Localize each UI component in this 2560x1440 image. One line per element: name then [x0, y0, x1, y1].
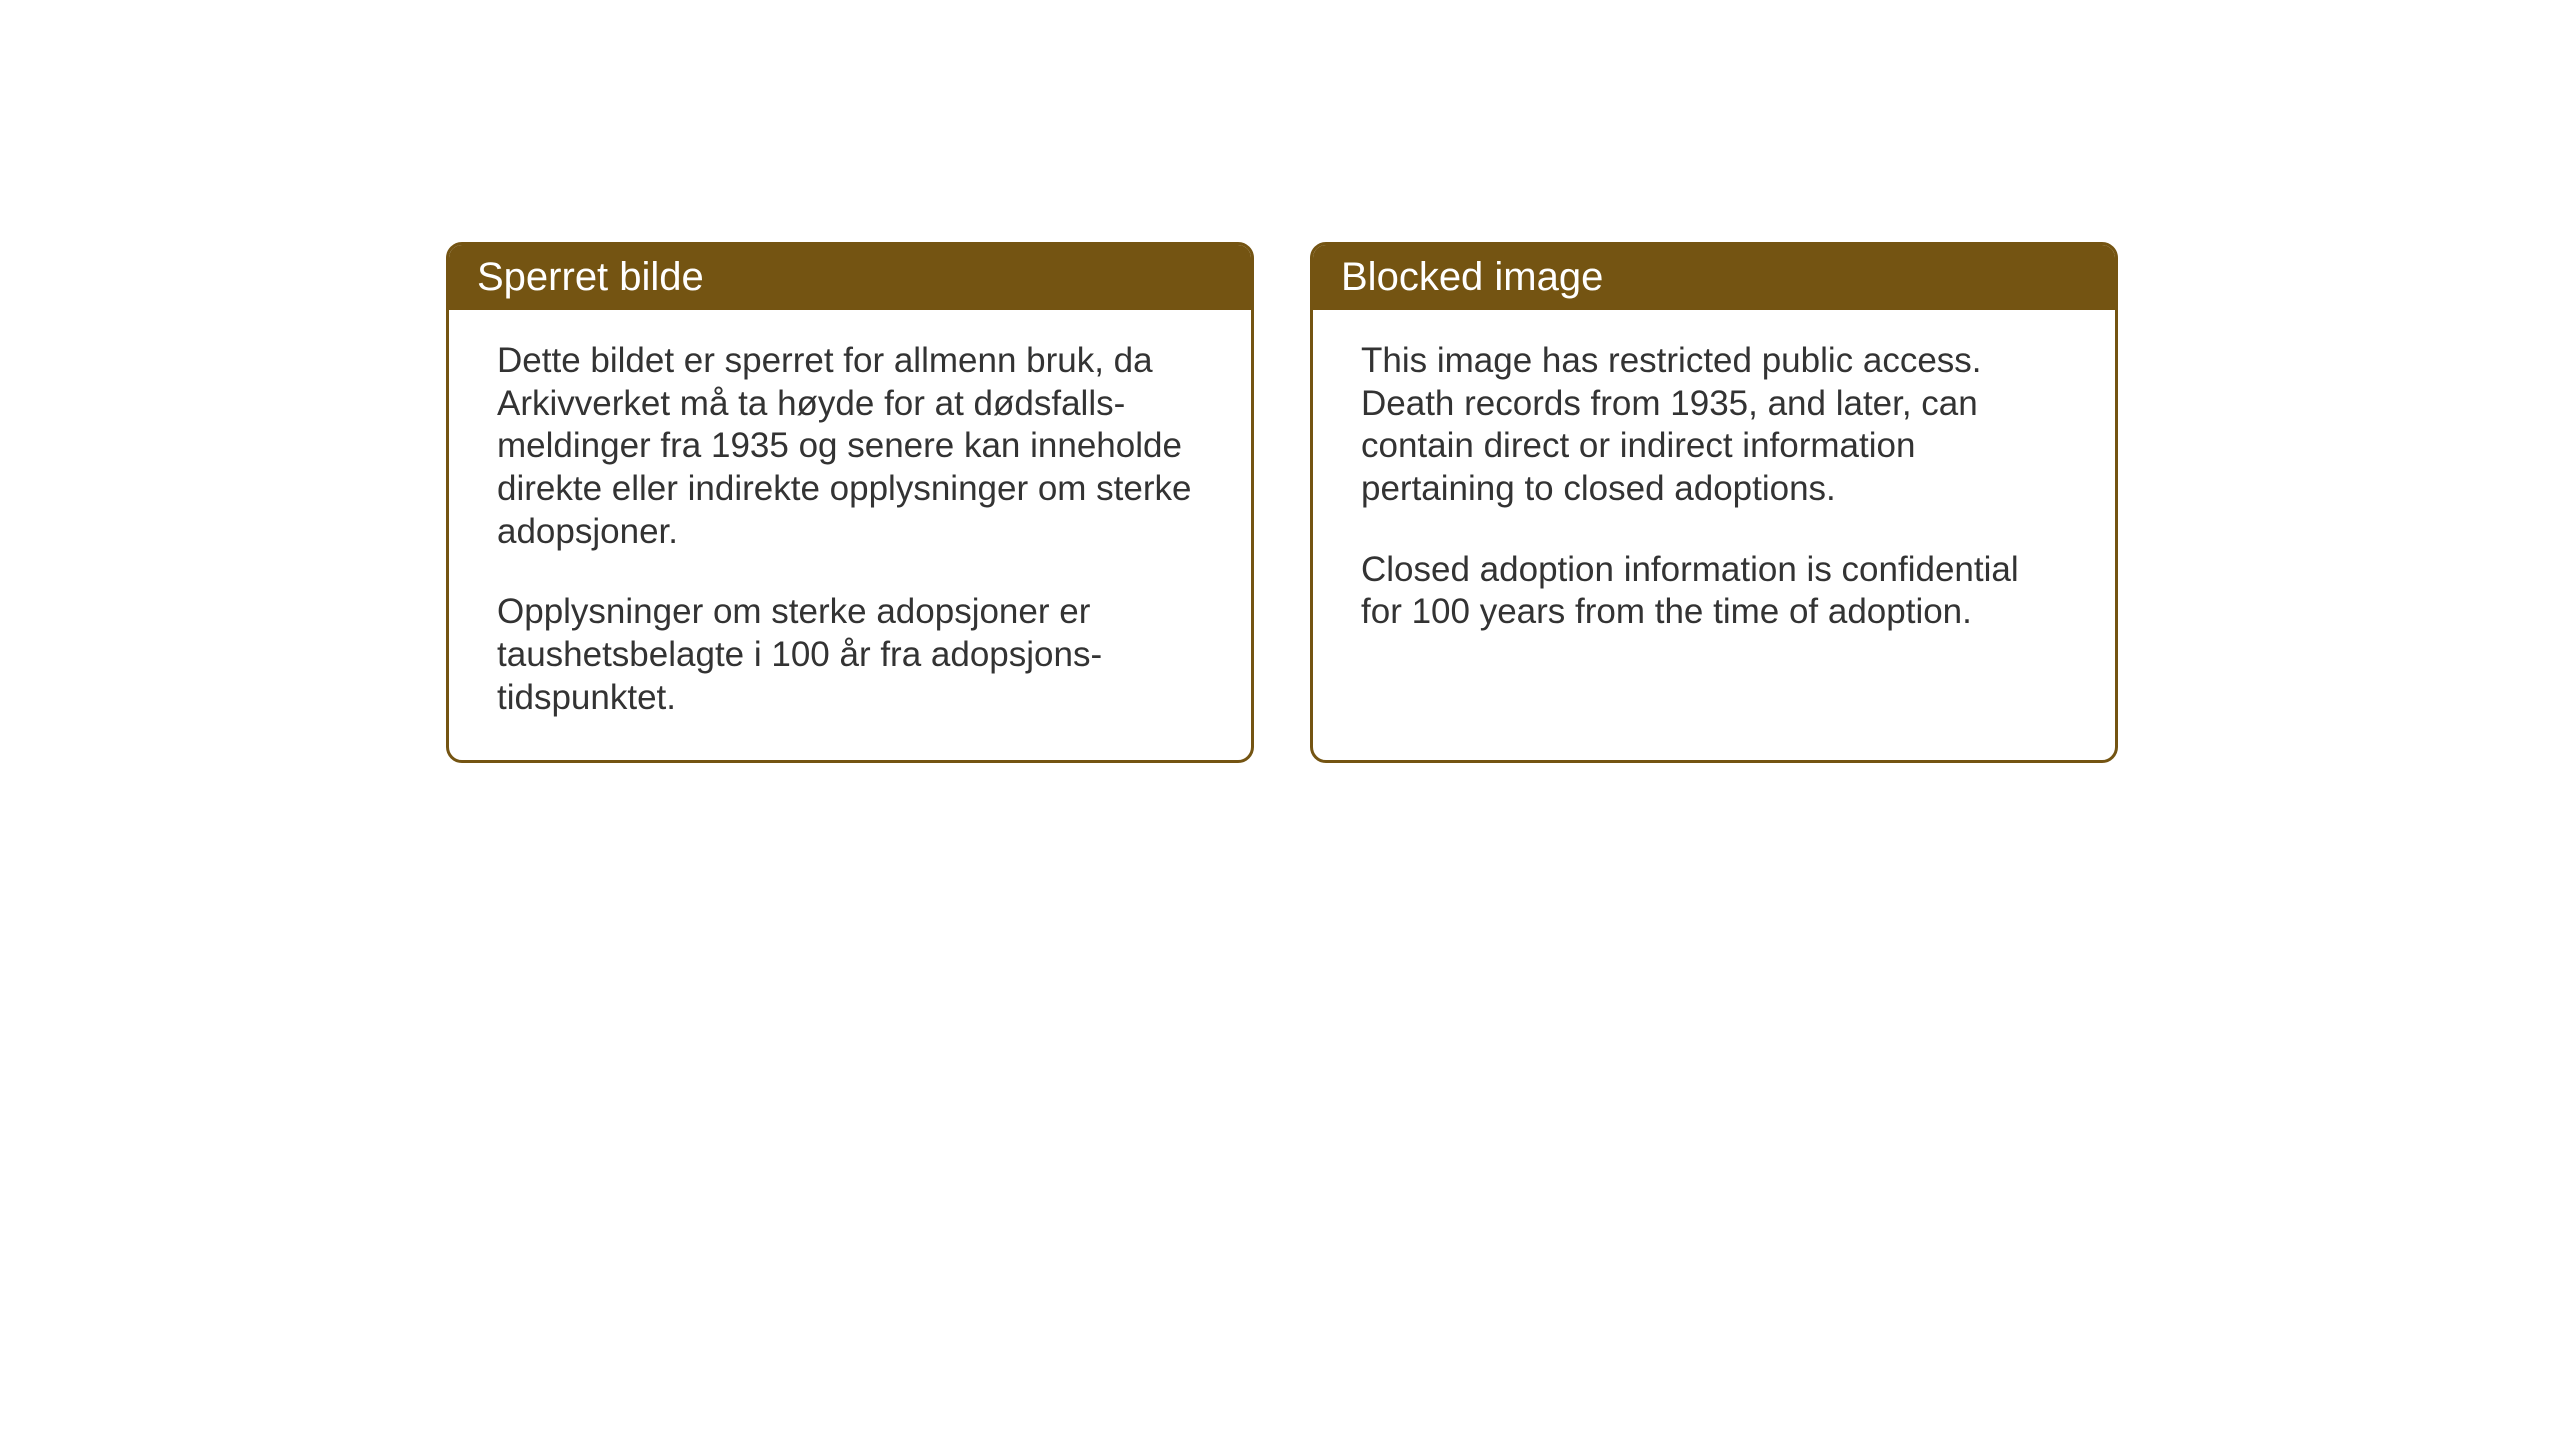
norwegian-notice-card: Sperret bilde Dette bildet er sperret fo…: [446, 242, 1254, 763]
english-card-body: This image has restricted public access.…: [1313, 310, 2115, 674]
norwegian-paragraph-1: Dette bildet er sperret for allmenn bruk…: [497, 340, 1203, 553]
english-card-title: Blocked image: [1313, 245, 2115, 310]
norwegian-card-title: Sperret bilde: [449, 245, 1251, 310]
english-paragraph-1: This image has restricted public access.…: [1361, 340, 2067, 511]
norwegian-paragraph-2: Opplysninger om sterke adopsjoner er tau…: [497, 591, 1203, 719]
english-notice-card: Blocked image This image has restricted …: [1310, 242, 2118, 763]
english-paragraph-2: Closed adoption information is confident…: [1361, 549, 2067, 634]
notice-container: Sperret bilde Dette bildet er sperret fo…: [446, 242, 2118, 763]
norwegian-card-body: Dette bildet er sperret for allmenn bruk…: [449, 310, 1251, 760]
